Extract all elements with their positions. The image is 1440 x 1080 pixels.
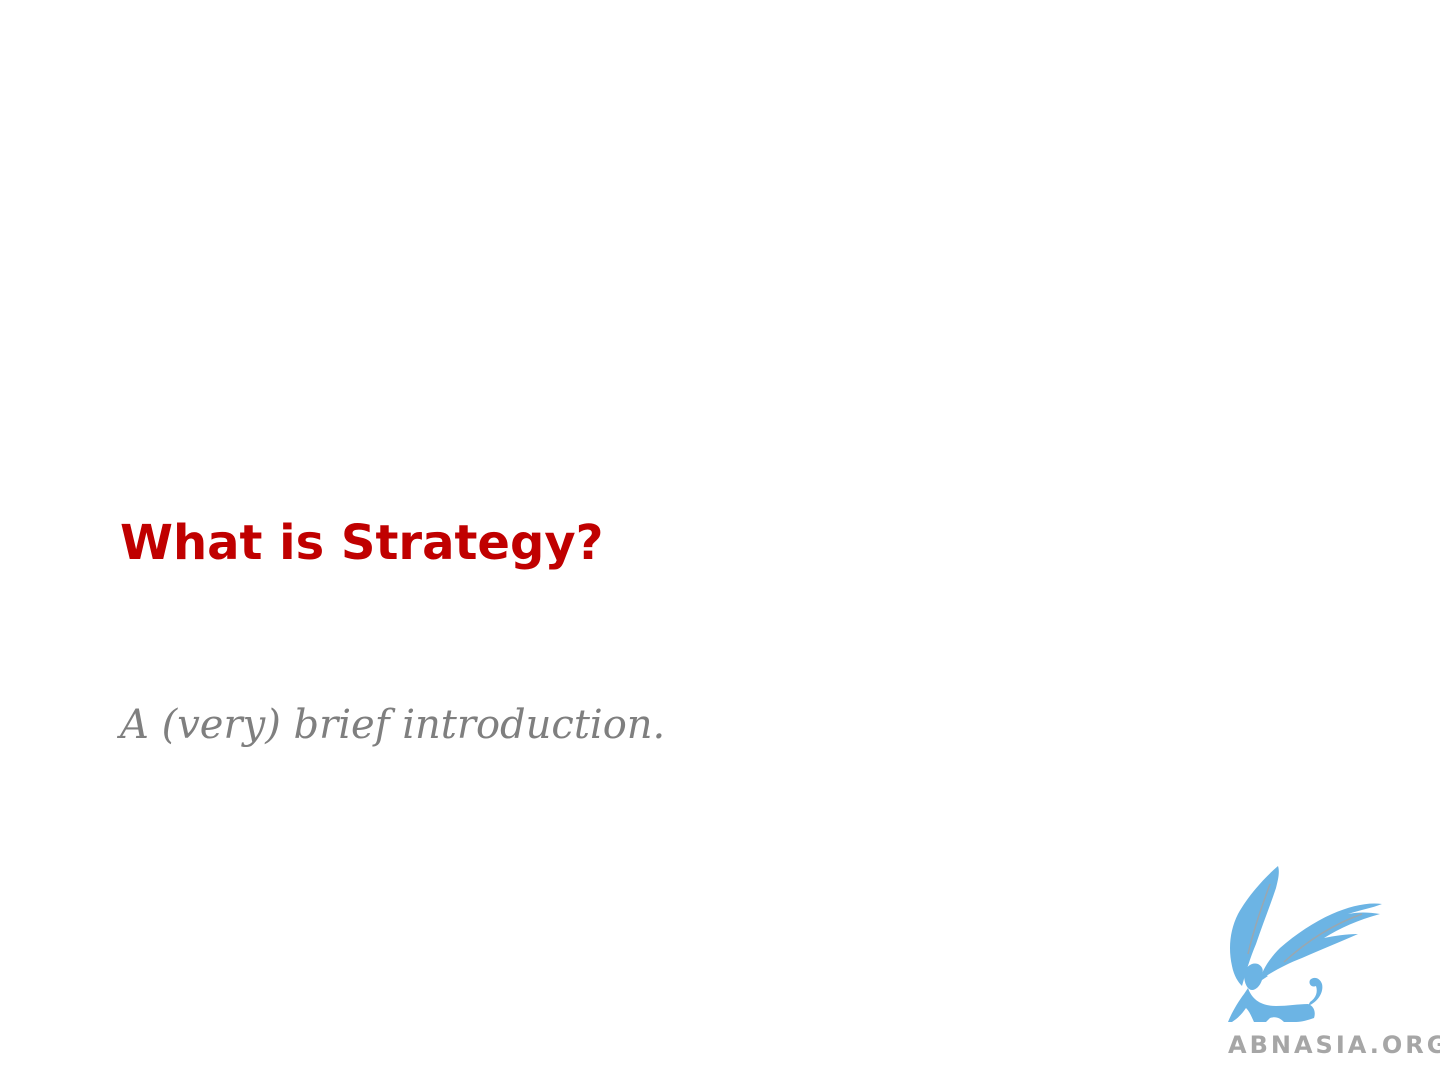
slide-title: What is Strategy? [120,515,604,571]
slide-subtitle: A (very) brief introduction. [120,702,666,748]
griffin-logo-icon [1228,866,1382,1022]
griffin-tail [1308,977,1323,1006]
griffin-left-wing [1230,866,1279,986]
griffin-head [1244,963,1268,990]
watermark-text: ABNASIA.ORG [1228,1031,1440,1059]
griffin-body [1228,988,1315,1022]
griffin-right-wing [1260,903,1382,980]
